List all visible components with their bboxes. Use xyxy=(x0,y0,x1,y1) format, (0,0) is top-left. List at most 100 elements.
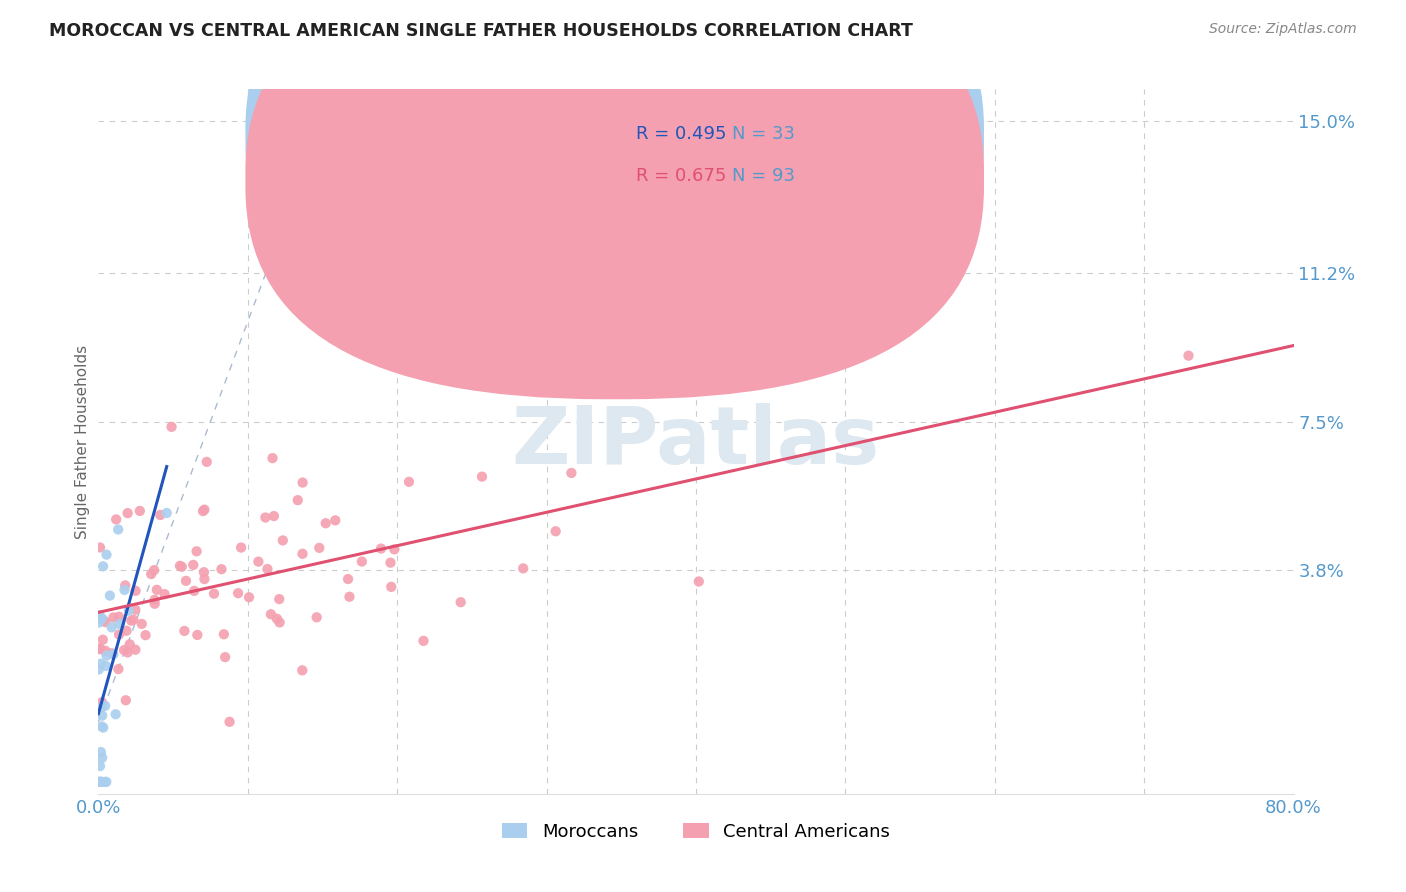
Text: R = 0.495: R = 0.495 xyxy=(636,125,727,143)
Point xyxy=(90,695,112,709)
Point xyxy=(89,775,111,789)
Point xyxy=(271,533,294,548)
Point xyxy=(174,574,197,588)
Point xyxy=(153,587,176,601)
Point xyxy=(98,589,121,603)
Point xyxy=(269,615,291,630)
Point xyxy=(91,721,114,735)
Point xyxy=(87,662,110,676)
Point xyxy=(114,582,136,597)
Point xyxy=(124,642,146,657)
Point xyxy=(247,555,270,569)
Text: N = 33: N = 33 xyxy=(733,125,794,143)
FancyBboxPatch shape xyxy=(246,0,984,357)
Point xyxy=(103,610,125,624)
Point xyxy=(305,610,328,624)
Point xyxy=(114,578,136,592)
Point xyxy=(149,508,172,522)
Point xyxy=(238,591,260,605)
Point xyxy=(291,547,314,561)
Point xyxy=(143,563,166,577)
Point xyxy=(337,572,360,586)
Point xyxy=(124,583,146,598)
Point xyxy=(89,608,111,623)
Point xyxy=(202,587,225,601)
Point xyxy=(91,613,114,627)
Point xyxy=(128,504,150,518)
Point xyxy=(169,558,191,573)
Point xyxy=(89,759,111,773)
FancyBboxPatch shape xyxy=(576,96,863,212)
Point xyxy=(170,559,193,574)
Point xyxy=(193,572,215,586)
Point xyxy=(89,775,111,789)
Point xyxy=(91,750,114,764)
Point xyxy=(181,558,204,572)
Point xyxy=(450,595,472,609)
Point xyxy=(287,493,309,508)
Point xyxy=(218,714,240,729)
Point xyxy=(108,617,131,632)
Point xyxy=(89,541,111,555)
Point xyxy=(146,582,169,597)
Point xyxy=(160,420,183,434)
Point xyxy=(108,627,131,641)
Point xyxy=(412,633,434,648)
Point xyxy=(1177,349,1199,363)
Point xyxy=(269,592,291,607)
Point xyxy=(544,524,567,539)
Point xyxy=(90,657,112,671)
Point xyxy=(94,698,117,713)
Point xyxy=(105,512,128,526)
Point xyxy=(380,580,402,594)
Point xyxy=(91,612,114,626)
Point xyxy=(94,644,117,658)
Point xyxy=(156,506,179,520)
Point xyxy=(193,502,215,516)
Point xyxy=(90,719,112,733)
Point xyxy=(759,370,782,384)
Point xyxy=(107,662,129,676)
Text: MOROCCAN VS CENTRAL AMERICAN SINGLE FATHER HOUSEHOLDS CORRELATION CHART: MOROCCAN VS CENTRAL AMERICAN SINGLE FATH… xyxy=(49,22,912,40)
Point xyxy=(193,565,215,579)
Point xyxy=(94,775,117,789)
Point xyxy=(512,561,534,575)
Point xyxy=(308,541,330,555)
Point xyxy=(143,597,166,611)
Point xyxy=(90,700,112,714)
Point xyxy=(112,643,135,657)
Point xyxy=(118,604,141,618)
Point xyxy=(141,567,163,582)
Point xyxy=(124,603,146,617)
Point xyxy=(226,586,249,600)
Point xyxy=(260,607,283,622)
Point xyxy=(339,590,361,604)
Text: R = 0.675: R = 0.675 xyxy=(636,167,727,185)
Point xyxy=(108,609,131,624)
Point xyxy=(96,775,118,789)
Point xyxy=(115,624,138,638)
Point xyxy=(256,562,278,576)
Text: N = 93: N = 93 xyxy=(733,167,794,185)
Point xyxy=(471,469,494,483)
Point xyxy=(91,559,114,574)
Point xyxy=(87,615,110,630)
Point xyxy=(117,506,139,520)
Point xyxy=(688,574,710,589)
Point xyxy=(398,475,420,489)
Point xyxy=(94,659,117,673)
Point xyxy=(89,775,111,789)
Point xyxy=(380,556,402,570)
Point xyxy=(254,510,277,524)
Point xyxy=(183,583,205,598)
Point xyxy=(186,628,208,642)
Point xyxy=(266,612,288,626)
Point xyxy=(323,513,346,527)
Point xyxy=(89,641,111,656)
Point xyxy=(87,775,110,789)
Point xyxy=(91,708,114,723)
Point xyxy=(103,647,125,661)
Point xyxy=(135,628,157,642)
Point xyxy=(173,624,195,638)
Point xyxy=(143,592,166,607)
